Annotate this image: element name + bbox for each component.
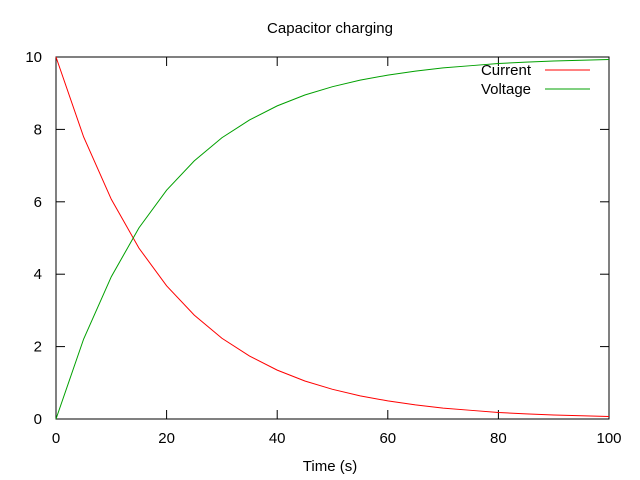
y-tick-label: 4 — [34, 266, 42, 283]
x-axis-ticks: 0 20 40 60 80 100 — [52, 57, 622, 447]
legend-label-voltage: Voltage — [481, 81, 531, 98]
y-tick-label: 6 — [34, 194, 42, 211]
y-tick-label: 0 — [34, 411, 42, 428]
legend: Current Voltage — [481, 62, 590, 98]
y-tick-label: 8 — [34, 121, 42, 138]
x-tick-label: 40 — [269, 430, 286, 447]
x-tick-label: 0 — [52, 430, 60, 447]
x-tick-label: 60 — [379, 430, 396, 447]
voltage-series-line — [55, 59, 610, 420]
y-tick-label: 10 — [25, 49, 42, 66]
current-series-line — [55, 56, 610, 417]
legend-label-current: Current — [481, 62, 532, 79]
y-tick-label: 2 — [34, 339, 42, 356]
plot-frame — [55, 56, 610, 420]
x-axis-label: Time (s) — [303, 458, 357, 475]
y-axis-ticks: 0 2 4 6 8 10 — [25, 49, 609, 428]
x-tick-label: 100 — [596, 430, 621, 447]
x-tick-label: 80 — [490, 430, 507, 447]
series-layer — [55, 56, 610, 420]
x-tick-label: 20 — [158, 430, 175, 447]
chart-title: Capacitor charging — [267, 20, 393, 37]
